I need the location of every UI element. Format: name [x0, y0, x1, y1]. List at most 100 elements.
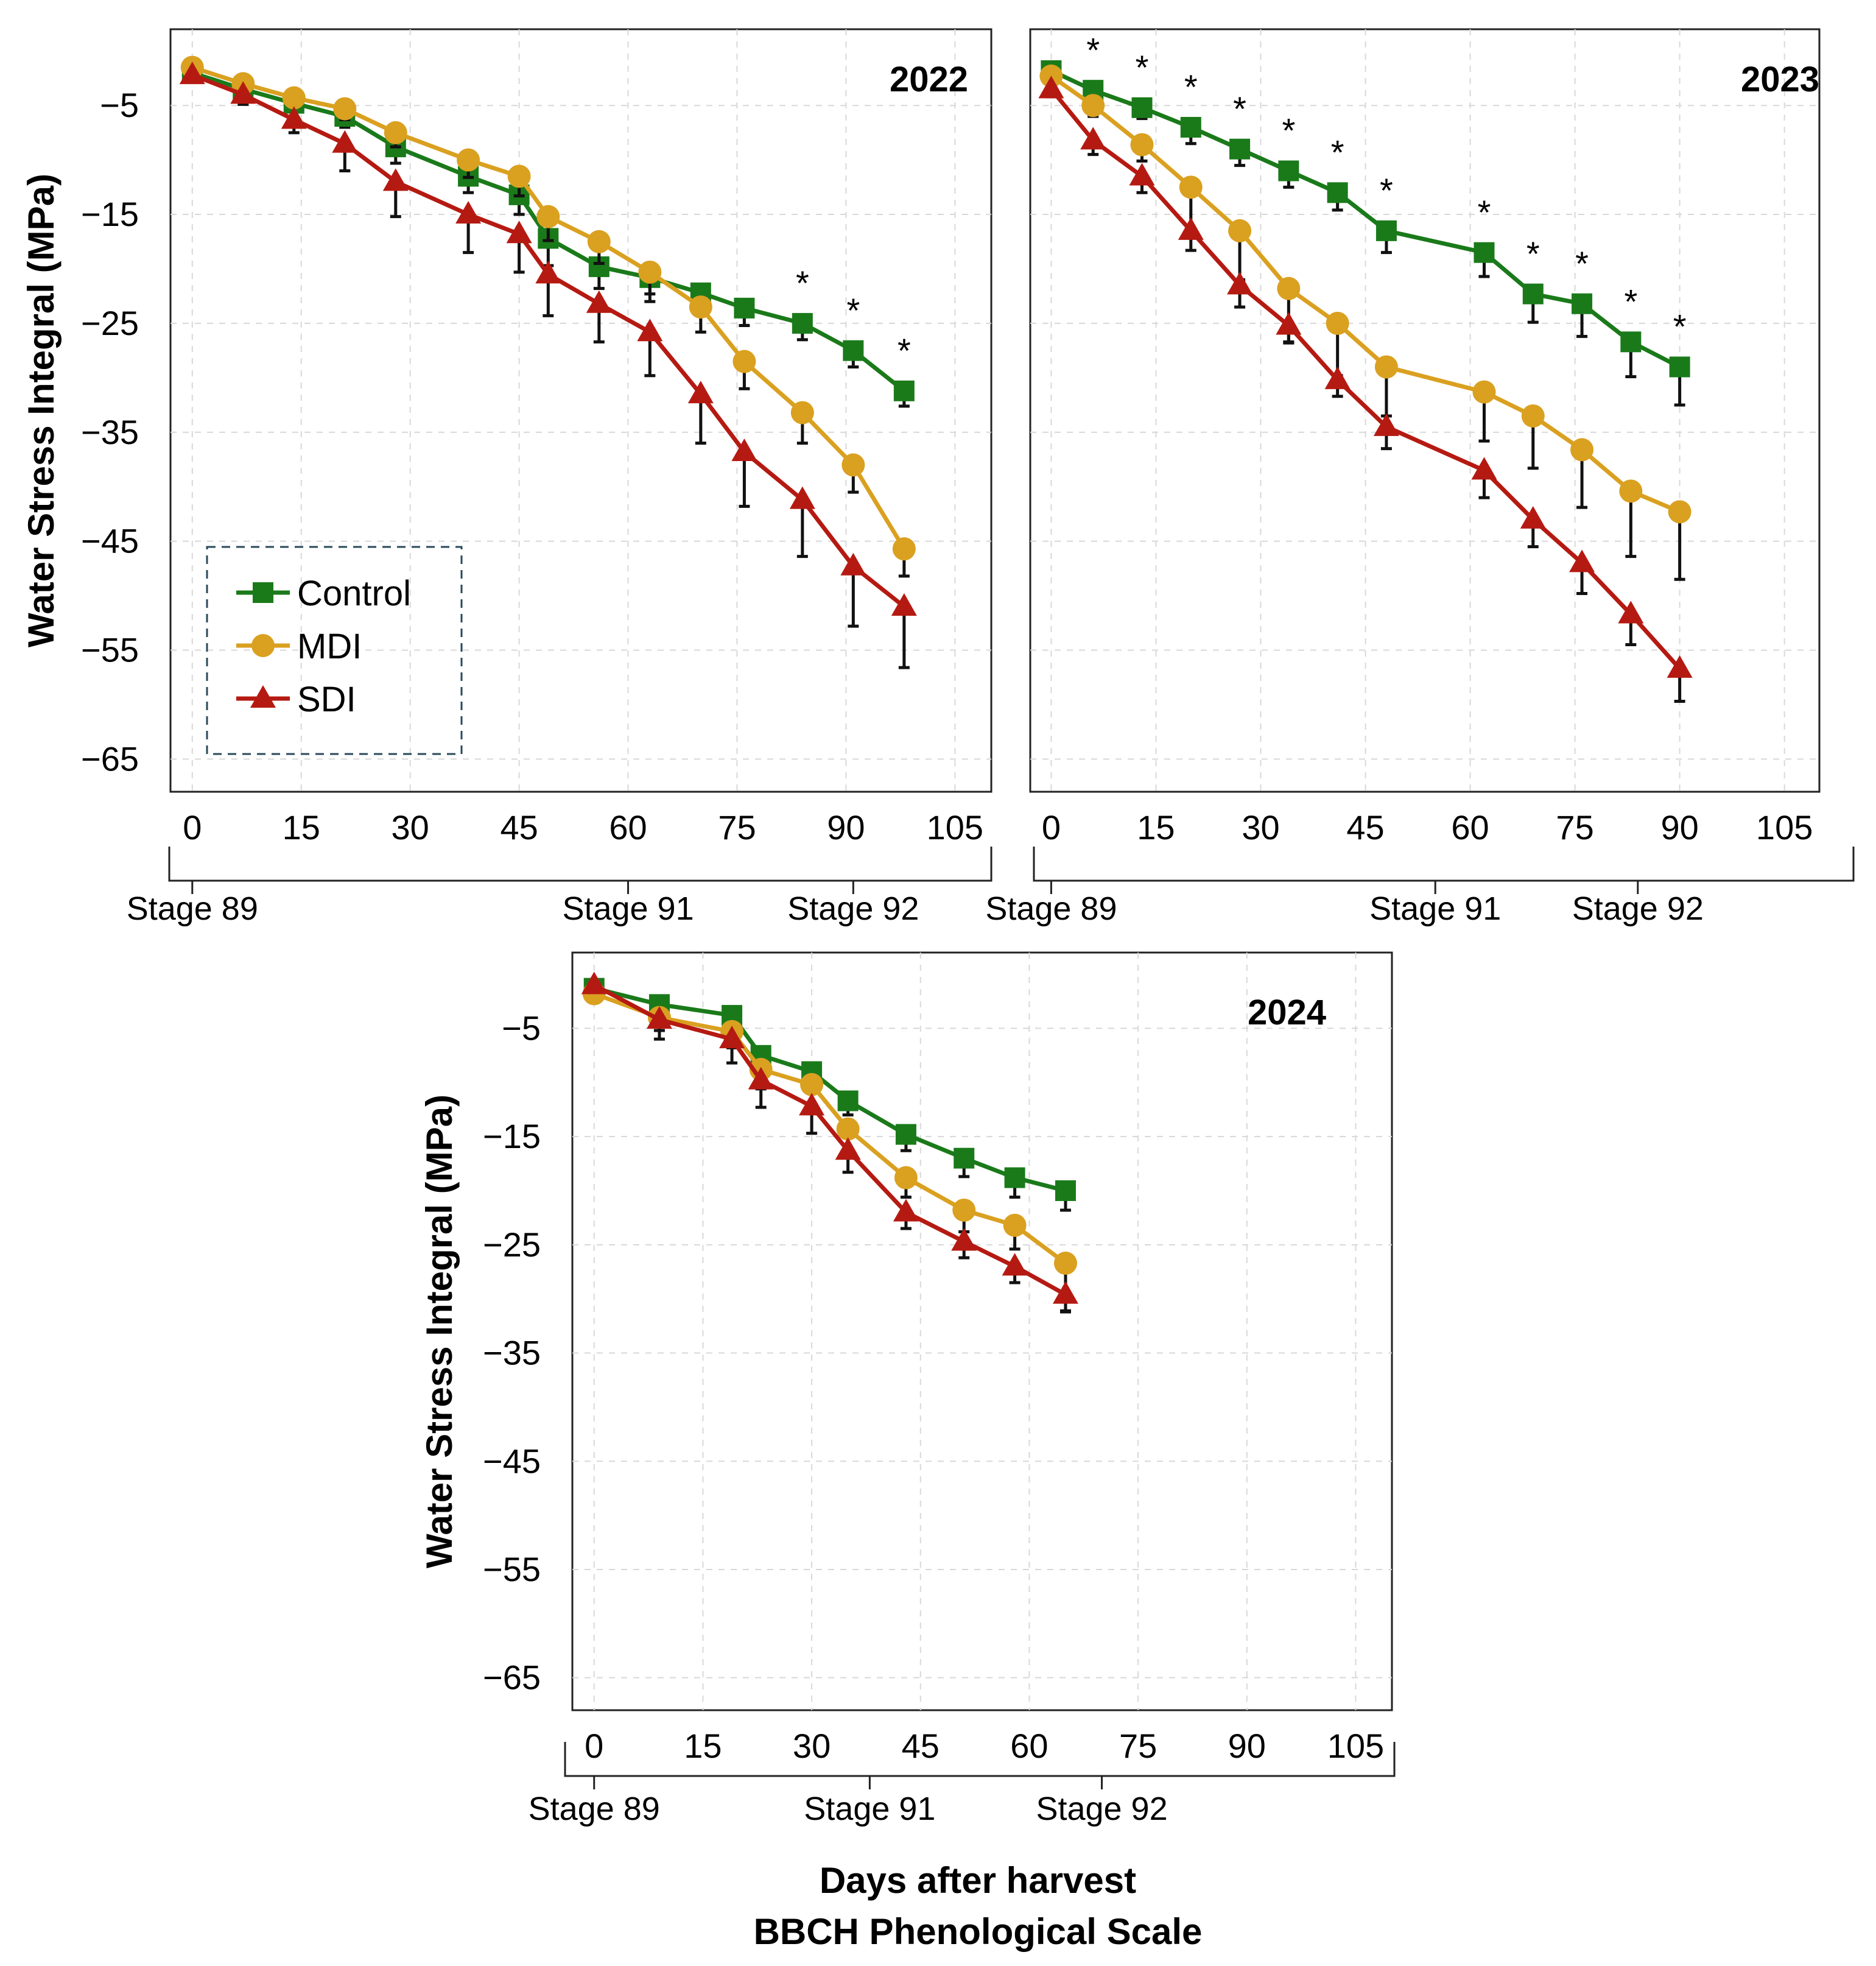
data-point: [1572, 293, 1593, 314]
data-point: [748, 1066, 774, 1090]
x-tick-label: 75: [1119, 1727, 1157, 1765]
y-tick-label: −55: [483, 1550, 541, 1588]
data-point: [800, 1073, 824, 1096]
significance-asterisk: *: [1380, 171, 1393, 210]
x-tick-label: 45: [1346, 808, 1384, 847]
data-point: [895, 1124, 916, 1145]
data-point: [1131, 97, 1153, 118]
data-point: [1618, 601, 1644, 624]
data-point: [384, 121, 407, 144]
data-point: [1179, 175, 1203, 199]
data-point: [1276, 312, 1302, 335]
data-point: [333, 97, 357, 121]
data-point: [1374, 355, 1398, 379]
legend: Control MDI SDI: [206, 546, 463, 755]
series-mdi: [180, 55, 916, 578]
significance-asterisk: *: [796, 264, 809, 302]
legend-label: MDI: [297, 627, 362, 666]
stage-label: Stage 89: [985, 890, 1117, 927]
gridlines: [572, 953, 1392, 1710]
data-point: [954, 1147, 975, 1169]
data-point: [1373, 413, 1399, 436]
x-tick-label: 60: [1451, 808, 1489, 847]
data-point: [1327, 182, 1348, 203]
x-tick-labels: 0 15 30 45 60 75 90 105: [1042, 808, 1813, 847]
panel-title: 2024: [1248, 993, 1326, 1032]
x-tick-label: 45: [500, 808, 538, 847]
x-tick-labels: 0 15 30 45 60 75 90 105: [585, 1727, 1384, 1765]
data-point: [1228, 219, 1252, 242]
data-point: [894, 1166, 918, 1189]
series-control: [1041, 60, 1690, 407]
x-tick-label: 45: [902, 1727, 940, 1765]
y-tick-label: −15: [81, 195, 139, 233]
y-tick-label: −65: [483, 1658, 541, 1697]
data-point: [506, 220, 532, 244]
plot-frame: [571, 951, 1393, 1711]
series-group: [179, 55, 917, 669]
data-point: [840, 552, 866, 576]
data-point: [1619, 479, 1643, 503]
data-point: [952, 1198, 976, 1222]
data-point: [951, 1228, 977, 1251]
x-tick-labels: 0 15 30 45 60 75 90 105: [183, 808, 983, 847]
x-tick-label: 0: [1042, 808, 1061, 847]
data-point: [799, 1093, 825, 1116]
data-point: [1474, 242, 1495, 263]
significance-asterisk: *: [1575, 244, 1589, 283]
significance-asterisk: *: [1526, 234, 1540, 273]
legend-items: Control MDI SDI: [236, 574, 411, 719]
x-tick-label: 105: [927, 808, 983, 847]
data-point: [1326, 311, 1349, 335]
significance-asterisk: *: [1624, 282, 1637, 320]
data-point: [638, 260, 662, 284]
panel-title: 2022: [890, 60, 968, 99]
significance-asterisk: *: [846, 291, 860, 329]
y-tick-label: −35: [81, 413, 139, 451]
y-tick-label: −25: [81, 304, 139, 342]
panel-2024: −5 −15 −25 −35 −45 −55 −65 0 15 30 45 60 75 90 105 St…: [419, 951, 1396, 1827]
significance-asterisk: *: [1233, 90, 1246, 128]
panel-2023: 0 15 30 45 60 75 90 105 Stage 89 Stage 91 Stage 9…: [985, 28, 1855, 927]
data-point: [687, 381, 714, 404]
x-tick-label: 30: [1242, 808, 1279, 847]
significance-asterisk: *: [1086, 30, 1100, 69]
data-point: [1521, 404, 1545, 428]
x-tick-label: 90: [1228, 1727, 1266, 1765]
significance-asterisk: *: [898, 331, 911, 370]
data-point: [1004, 1167, 1025, 1188]
y-tick-labels: −5 −15 −25 −35 −45 −55 −65: [81, 86, 139, 778]
x-axis-label-days: Days after harvest: [820, 1860, 1136, 1901]
x-tick-label: 0: [585, 1727, 603, 1765]
data-point: [1038, 76, 1064, 99]
data-point: [1324, 366, 1351, 389]
significance-markers: * * *: [796, 264, 911, 370]
series-group: [1038, 60, 1693, 703]
y-axis-label: Water Stress Integral (MPa): [419, 1094, 460, 1568]
legend-box: [206, 546, 463, 755]
series-mdi: [1039, 64, 1692, 581]
plot-frame: [1029, 28, 1821, 793]
data-point: [1178, 217, 1204, 240]
stage-labels: Stage 89 Stage 91 Stage 92: [529, 1776, 1168, 1827]
plot-frame: [169, 28, 992, 793]
series-sdi: [1038, 76, 1693, 703]
data-point: [893, 1199, 919, 1222]
x-tick-label: 105: [1756, 808, 1813, 847]
data-point: [841, 453, 865, 477]
data-point: [1472, 380, 1496, 404]
y-tick-label: −15: [483, 1117, 541, 1155]
stage-labels: Stage 89 Stage 91 Stage 92: [985, 881, 1704, 927]
legend-item-mdi: MDI: [236, 627, 362, 666]
y-axis-label: Water Stress Integral (MPa): [21, 174, 61, 647]
data-point: [837, 1090, 859, 1112]
x-axis-label-bbch: BBCH Phenological Scale: [754, 1911, 1203, 1952]
series-sdi: [581, 971, 1078, 1312]
x-tick-label: 75: [1556, 808, 1593, 847]
data-point: [536, 205, 560, 228]
data-point: [586, 290, 612, 313]
stage-label: Stage 91: [562, 890, 694, 927]
stage-label: Stage 92: [1572, 890, 1704, 927]
x-tick-label: 60: [609, 808, 647, 847]
data-point: [332, 130, 358, 153]
